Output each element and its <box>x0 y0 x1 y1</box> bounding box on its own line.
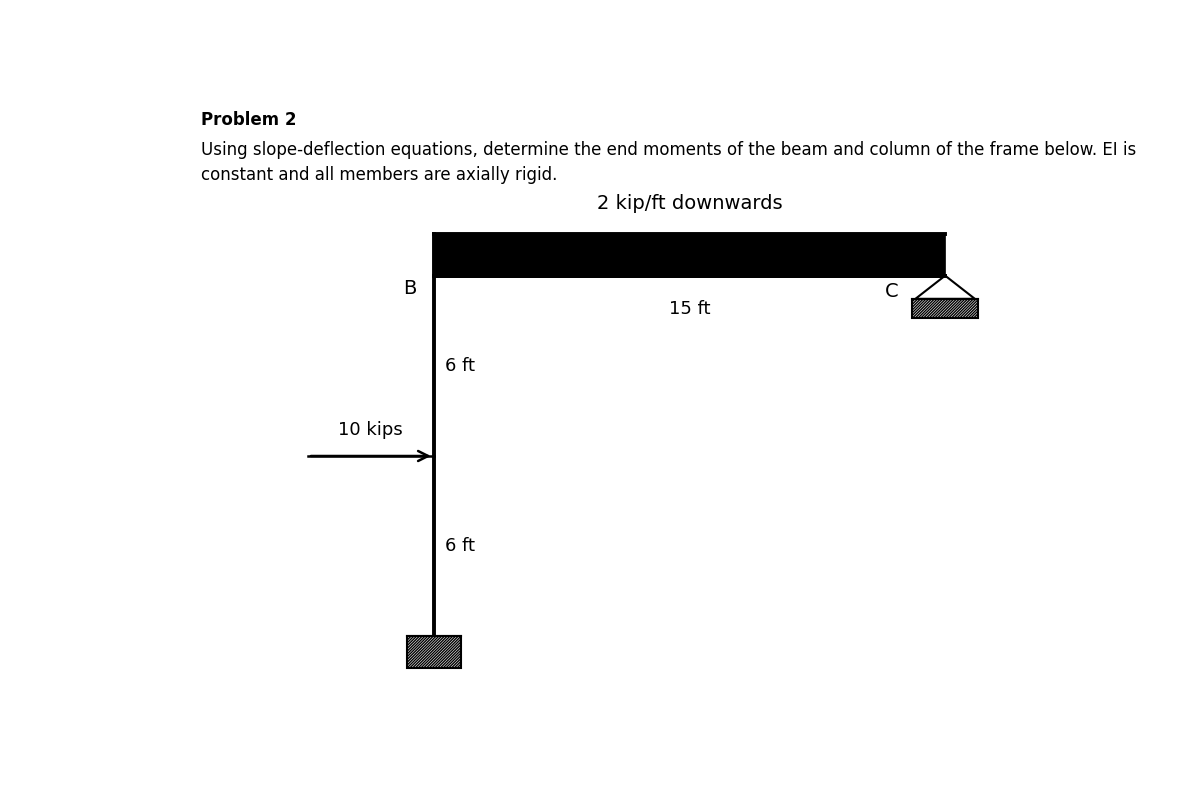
Bar <box>912 299 978 318</box>
Text: 6 ft: 6 ft <box>445 538 475 555</box>
Text: Problem 2: Problem 2 <box>202 110 296 129</box>
Text: 2 kip/ft downwards: 2 kip/ft downwards <box>596 194 782 213</box>
Bar <box>433 234 946 276</box>
Text: B: B <box>403 279 416 298</box>
Text: 6 ft: 6 ft <box>445 357 475 375</box>
Text: A: A <box>442 639 455 658</box>
Text: 10 kips: 10 kips <box>338 421 403 439</box>
Polygon shape <box>916 276 974 299</box>
Bar <box>407 636 461 668</box>
Text: Using slope-deflection equations, determine the end moments of the beam and colu: Using slope-deflection equations, determ… <box>202 141 1136 184</box>
Text: 15 ft: 15 ft <box>668 300 710 318</box>
Text: C: C <box>886 282 899 301</box>
